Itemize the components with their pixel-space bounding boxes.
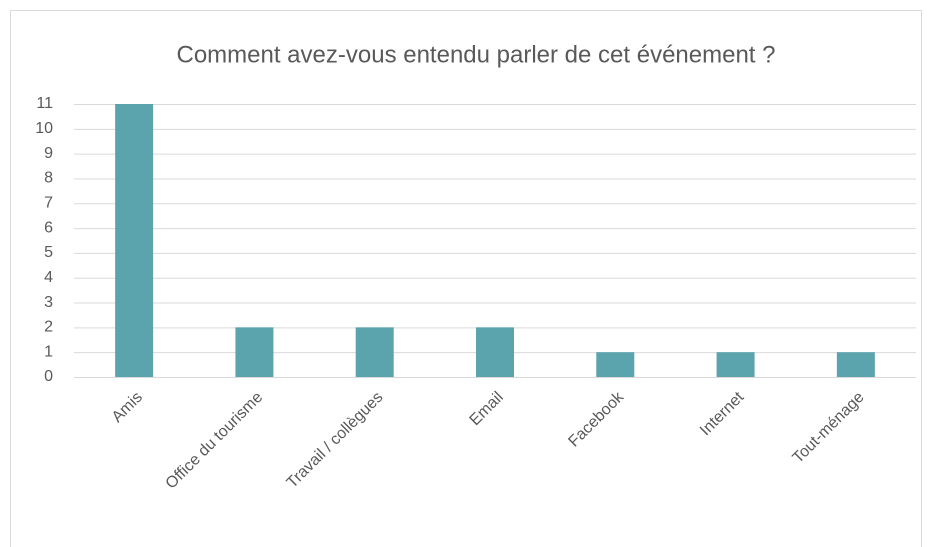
y-tick-label: 6 [44, 219, 53, 236]
y-tick-label: 0 [44, 368, 53, 385]
y-tick-label: 10 [35, 120, 53, 137]
y-tick-label: 9 [44, 145, 53, 162]
bar [716, 352, 755, 377]
y-tick-label: 3 [44, 294, 53, 311]
bar [836, 352, 875, 377]
chart-border [10, 10, 922, 547]
bar [235, 327, 274, 377]
y-tick-label: 4 [44, 269, 53, 286]
bar [355, 327, 394, 377]
y-tick-label: 11 [36, 95, 53, 112]
y-tick-label: 7 [44, 194, 53, 211]
y-tick-label: 2 [44, 319, 53, 336]
bar [596, 352, 635, 377]
bar [115, 104, 154, 377]
bar [476, 327, 514, 377]
y-tick-label: 8 [44, 170, 53, 187]
chart-title: Comment avez-vous entendu parler de cet … [176, 41, 775, 68]
y-tick-label: 5 [44, 244, 53, 261]
y-tick-label: 1 [44, 343, 53, 360]
